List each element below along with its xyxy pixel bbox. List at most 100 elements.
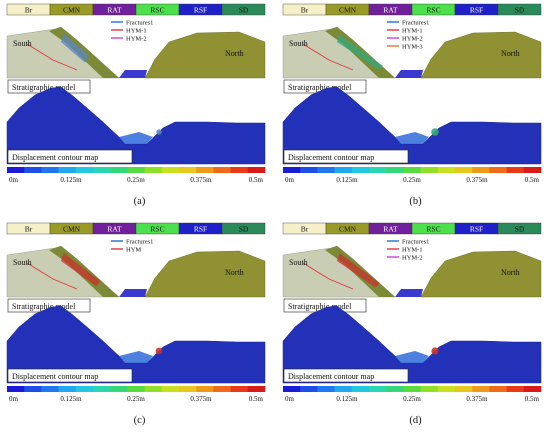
failure-zone [61,34,89,63]
colorbar-segment [455,386,473,392]
north-label: North [501,49,520,58]
colorbar-segment [144,386,163,392]
strata-label: SD [515,225,525,234]
colorbar-segment [179,167,197,173]
strata-label: RSC [426,6,440,15]
colorbar-segment [7,167,25,173]
panel-svg: Br CMN RAT RSC RSF SDSouthNorthFractures1HYM-… [6,3,266,184]
north-label: North [501,268,520,277]
colorbar-segment [351,167,370,173]
strata-label: Br [25,6,33,15]
panel-caption-a: (a) [133,196,146,207]
strata-label: SD [239,6,249,15]
failure-zone [61,253,101,287]
colorbar-tick-label: 0.125m [60,395,82,403]
stratigraphic-model-label: Stratigraphic model [12,83,76,92]
valley-floor [119,70,147,78]
strata-label: Br [301,225,309,234]
colorbar-tick-label: 0.5m [249,176,264,184]
legend-label: Fractures1 [126,20,153,27]
strata-label: SD [239,225,249,234]
colorbar-segment [506,167,525,173]
colorbar-tick-label: 0.5m [525,176,540,184]
colorbar-segment [247,167,266,173]
colorbar-segment [127,386,145,392]
south-label: South [289,39,308,48]
strata-label: RSF [194,225,207,234]
fracture-line [26,262,78,290]
strata-swatch-sd [497,222,542,235]
colorbar-tick-label: 0.25m [127,395,145,403]
colorbar-segment [283,386,301,392]
displacement-valley-zone [395,132,429,144]
strata-label: Br [301,6,309,15]
colorbar-segment [93,386,111,392]
legend-label: Fractures1 [402,239,429,246]
legend-label: HYM-1 [126,28,147,35]
colorbar-segment [161,167,180,173]
colorbar-tick-label: 0.25m [403,176,421,184]
colorbar-segment [317,167,335,173]
strata-label: RSC [150,225,164,234]
colorbar-segment [506,386,525,392]
colorbar-segment [213,167,231,173]
colorbar-segment [58,167,77,173]
displacement-hotspot [155,347,163,355]
colorbar-segment [437,167,456,173]
colorbar-segment [386,386,404,392]
displacement-hotspot [431,128,439,136]
displacement-label-box [283,368,409,383]
colorbar-segment [41,386,59,392]
colorbar-segment [386,167,404,173]
colorbar-segment [403,386,421,392]
legend-label: Fractures1 [402,20,429,27]
colorbar-segment [41,167,59,173]
stratigraphic-model-label: Stratigraphic model [288,302,352,311]
displacement-valley-zone [119,132,153,144]
colorbar-segment [7,386,25,392]
stratigraphic-model-label: Stratigraphic model [288,83,352,92]
strata-label: RAT [383,6,398,15]
colorbar-segment [420,167,439,173]
legend-label: HYM-2 [402,255,423,262]
panel-caption-d: (d) [409,415,422,426]
colorbar-segment [351,386,370,392]
colorbar-segment [75,167,94,173]
colorbar-segment [420,386,439,392]
strata-label: CMN [63,225,81,234]
colorbar-segment [75,386,94,392]
panel-d: Br CMN RAT RSC RSF SD South North Fractures1 HYM-… [282,222,548,408]
strata-label: CMN [339,6,357,15]
strata-swatch-sd [497,3,542,16]
colorbar-segment [196,167,214,173]
strata-label: RAT [107,6,122,15]
north-label: North [225,49,244,58]
failure-zone [337,34,383,70]
strata-label: RSF [194,6,207,15]
legend-label: HYM [126,247,141,254]
colorbar-segment [334,167,353,173]
colorbar-segment [247,386,266,392]
strata-label: SD [515,6,525,15]
colorbar-segment [110,386,128,392]
colorbar-segment [437,386,456,392]
north-slope [420,250,542,298]
colorbar-tick-label: 0.125m [336,176,358,184]
colorbar-segment [334,386,353,392]
panel-svg: Br CMN RAT RSC RSF SDSouthNorthFractures1HYM-… [282,222,542,403]
legend-label: HYM-1 [402,247,423,254]
colorbar-tick-label: 0.25m [403,395,421,403]
colorbar-segment [523,386,542,392]
colorbar-segment [489,167,507,173]
colorbar-tick-label: 0.375m [190,395,212,403]
displacement-label-box [283,149,409,164]
valley-floor [395,289,423,297]
colorbar-segment [213,386,231,392]
colorbar-segment [58,386,77,392]
panel-a: Br CMN RAT RSC RSF SD South North Fractures1 HYM-… [6,3,272,189]
colorbar-segment [472,167,490,173]
strata-label: RSF [470,6,483,15]
displacement-contour-map-label: Displacement contour map [12,153,98,162]
